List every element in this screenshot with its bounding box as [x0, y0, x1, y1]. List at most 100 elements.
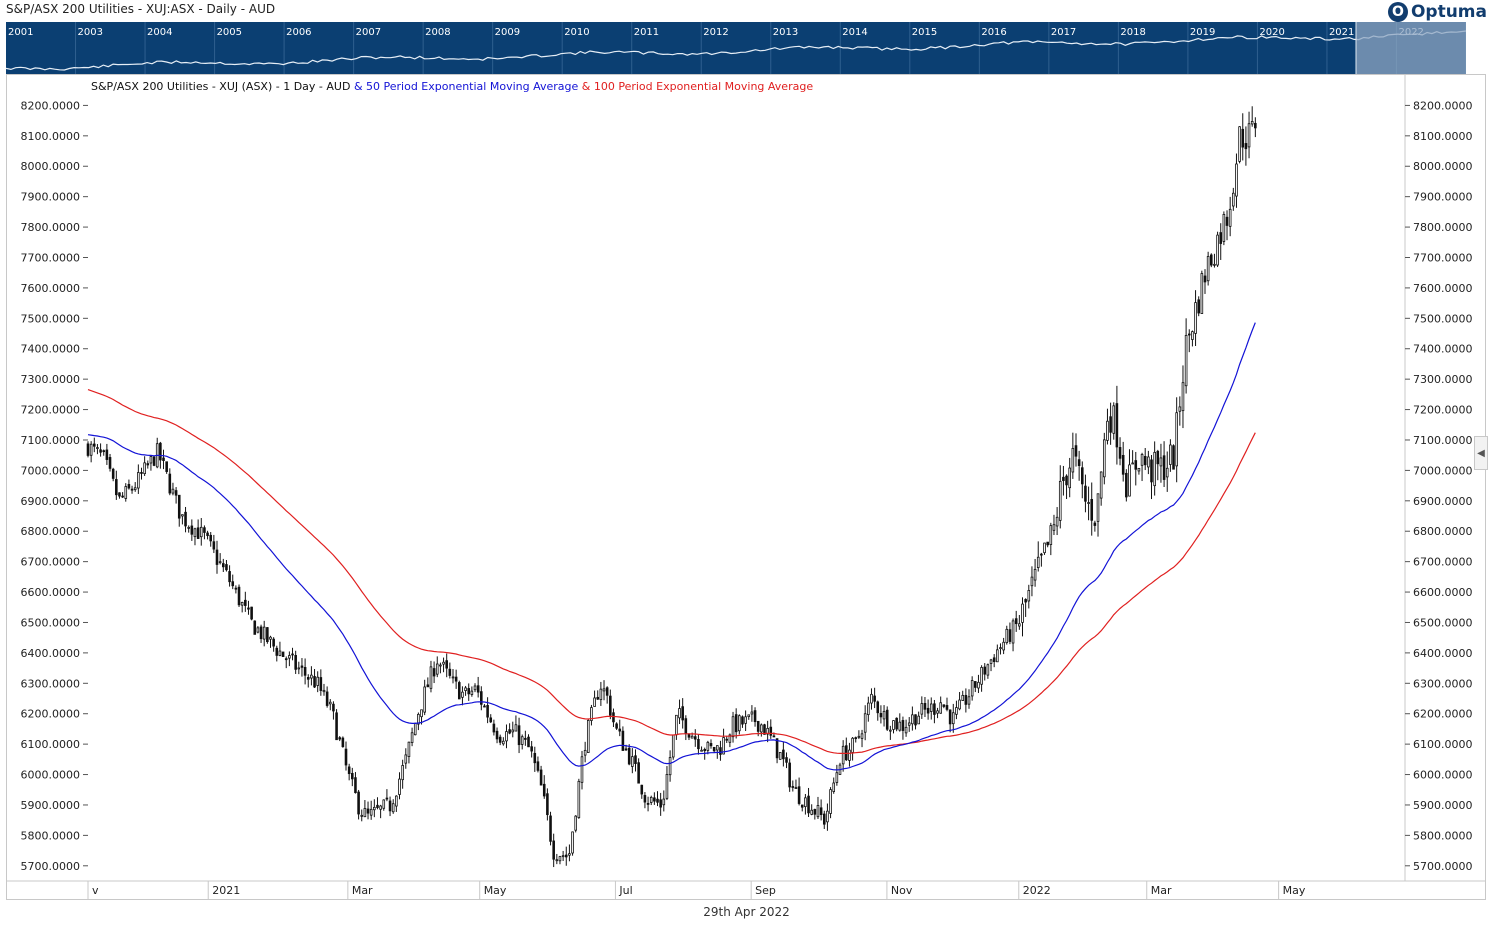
navigator-year-label: 2004: [147, 27, 172, 38]
candle: [911, 706, 914, 731]
y-tick-label-left: 6500.0000: [21, 616, 81, 629]
candle: [366, 801, 370, 820]
candle: [564, 846, 568, 866]
candle: [637, 758, 640, 784]
candle: [291, 647, 294, 661]
candle: [335, 709, 338, 741]
y-tick-label-right: 8200.0000: [1413, 99, 1473, 112]
candle: [697, 734, 700, 755]
candle: [816, 796, 820, 819]
candle: [432, 661, 436, 684]
y-tick-label-right: 6200.0000: [1413, 708, 1473, 721]
candle: [800, 804, 804, 812]
candle: [1049, 522, 1053, 556]
candle: [571, 831, 574, 856]
candle: [605, 686, 609, 704]
candle: [659, 792, 662, 816]
y-tick-label-left: 7500.0000: [21, 312, 81, 325]
navigator-year-label: 2015: [912, 27, 937, 38]
candle: [382, 799, 386, 811]
candle: [244, 591, 247, 612]
candle: [586, 718, 590, 753]
navigator-year-label: 2016: [981, 27, 1006, 38]
candle: [398, 772, 401, 800]
candle: [303, 658, 307, 685]
candle: [955, 700, 958, 720]
candle: [857, 730, 861, 740]
candle: [810, 804, 813, 816]
candle: [476, 676, 480, 698]
candle: [435, 656, 439, 678]
panel-toggle-button[interactable]: ◀: [1474, 436, 1488, 470]
candle: [413, 722, 417, 736]
candle: [612, 708, 615, 728]
candle: [250, 606, 253, 621]
candle: [649, 795, 653, 806]
candle: [926, 699, 930, 720]
candle: [448, 662, 452, 679]
candle: [199, 518, 203, 546]
candle: [524, 730, 527, 746]
candle: [961, 690, 965, 701]
y-tick-label-left: 7300.0000: [21, 373, 81, 386]
candle: [914, 714, 917, 730]
y-tick-label-right: 6500.0000: [1413, 616, 1473, 629]
candle: [662, 790, 666, 812]
candle: [568, 844, 571, 862]
candle: [738, 714, 741, 735]
candle: [486, 697, 489, 724]
candle: [533, 746, 537, 772]
candle: [546, 788, 549, 821]
candle: [439, 662, 442, 674]
candle: [530, 740, 533, 758]
candle: [929, 697, 933, 720]
candle: [986, 663, 990, 679]
candle: [1175, 397, 1178, 483]
candle: [848, 742, 851, 767]
candle: [520, 734, 524, 750]
candle: [310, 666, 313, 686]
candle: [1093, 520, 1097, 532]
candle: [709, 739, 713, 749]
candle: [1143, 447, 1147, 471]
y-tick-label-right: 7000.0000: [1413, 464, 1473, 477]
candle: [671, 734, 675, 760]
candle: [328, 699, 332, 711]
candle: [162, 449, 165, 470]
candle: [354, 772, 357, 794]
candle: [580, 750, 584, 790]
candle: [89, 441, 93, 463]
candle: [344, 741, 348, 771]
candle: [1178, 396, 1182, 426]
candle: [561, 850, 565, 861]
y-tick-label-left: 8100.0000: [21, 130, 81, 143]
candle: [917, 711, 920, 725]
y-tick-label-left: 7100.0000: [21, 434, 81, 447]
optuma-logo-icon: O: [1387, 2, 1408, 22]
candle: [778, 752, 782, 760]
candle: [989, 658, 993, 672]
candle: [505, 724, 508, 749]
candle: [867, 696, 870, 722]
price-chart[interactable]: 5700.0000 5700.0000 5800.0000 5800.0000 5900…: [7, 75, 1485, 899]
navigator-selection-window[interactable]: [1356, 22, 1466, 74]
candle: [306, 674, 310, 688]
navigator-year-label: 2010: [564, 27, 589, 38]
candle: [577, 778, 581, 819]
candle: [269, 635, 272, 648]
candle: [807, 787, 810, 817]
y-tick-label-right: 7200.0000: [1413, 404, 1473, 417]
candle: [983, 663, 987, 681]
y-tick-label-left: 6100.0000: [21, 738, 81, 751]
candle: [461, 686, 464, 706]
candle: [184, 506, 187, 533]
navigator-strip[interactable]: 2001 2003 2004 2005 2006 2007 2008 2009 2010 2011…: [6, 22, 1466, 74]
candle: [876, 700, 880, 721]
candle: [769, 719, 773, 739]
x-tick-label: May: [1283, 884, 1306, 897]
candle: [99, 443, 102, 457]
candle: [1184, 318, 1188, 394]
candle: [747, 714, 751, 720]
y-tick-label-right: 7500.0000: [1413, 312, 1473, 325]
candle: [177, 494, 181, 527]
